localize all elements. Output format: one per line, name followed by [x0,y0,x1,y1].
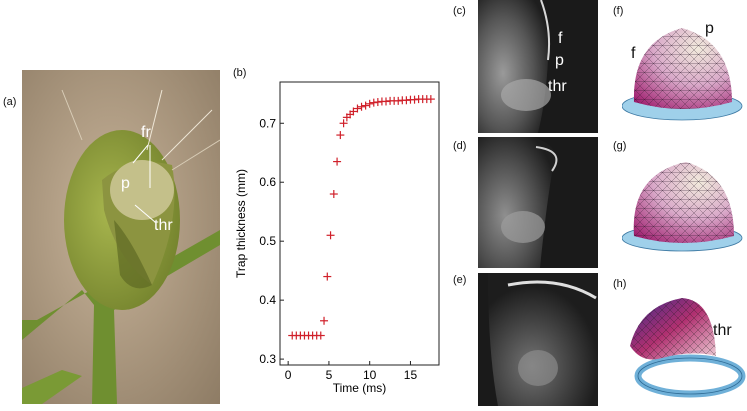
data-point [339,119,348,128]
video-frame-d [478,137,598,268]
x-tick-label: 0 [285,368,292,382]
dome-model-g [622,162,743,252]
trap-photo [22,70,221,404]
data-point [426,95,435,104]
x-tick-label: 5 [326,368,333,382]
video-frame-e [478,273,598,406]
y-axis-label: Trap thickness (mm) [234,169,248,278]
panel-h-label: (h) [613,278,627,290]
x-tick-label: 10 [363,368,377,382]
photo-label-p: p [121,175,130,192]
trap-thickness-chart: 0 5 10 15 0.3 0.4 0.5 0.6 0.7 Time (ms) Trap thi… [234,81,440,395]
panel-f-label: (f) [613,5,624,17]
data-point [329,190,338,199]
y-tick-label: 0.3 [259,352,276,366]
y-tick-label: 0.6 [259,175,276,189]
x-tick-label: 15 [404,368,418,382]
video-frame-c [478,0,598,133]
panel-b-label: (b) [233,67,247,79]
y-tick-label: 0.7 [259,116,276,130]
panel-d-label: (d) [453,140,467,152]
y-tick-label: 0.5 [259,234,276,248]
photo-label-thr: thr [154,217,173,234]
data-point [357,102,366,111]
data-point [349,107,358,116]
photo-label-fr: fr [141,124,151,141]
x-axis-label: Time (ms) [333,381,387,395]
model-label-f: f [631,45,636,62]
data-point [323,272,332,281]
data-point [353,104,362,113]
data-point [333,157,342,166]
frame-label-f: f [558,30,563,47]
data-point [326,231,335,240]
plot-frame [279,81,440,366]
panel-a-label: (a) [3,96,17,108]
panel-e-label: (e) [453,274,467,286]
model-label-thr: thr [713,322,732,339]
dome-model-f [622,28,743,121]
data-point [316,331,325,340]
data-point [361,101,370,110]
model-label-p: p [705,20,714,37]
y-tick-label: 0.4 [259,293,276,307]
data-point [336,131,345,140]
data-point [320,316,329,325]
frame-label-p: p [555,52,564,69]
panel-c-label: (c) [453,5,466,17]
panel-g-label: (g) [613,140,627,152]
frame-label-thr: thr [548,78,567,95]
data-point [365,99,374,108]
inverted-dome-model-h [630,298,746,398]
